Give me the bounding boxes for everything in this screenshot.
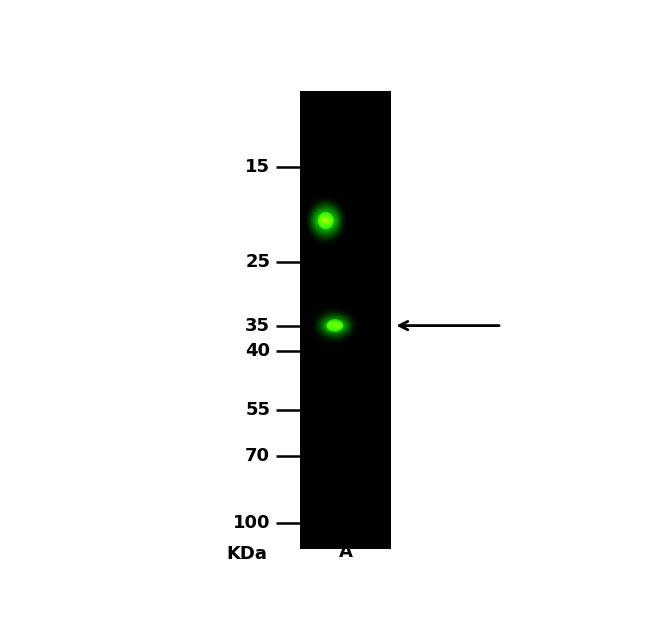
Text: KDa: KDa bbox=[227, 546, 268, 563]
Ellipse shape bbox=[311, 205, 341, 236]
Ellipse shape bbox=[326, 321, 344, 330]
Ellipse shape bbox=[326, 319, 344, 332]
Ellipse shape bbox=[324, 319, 346, 332]
Ellipse shape bbox=[318, 211, 333, 230]
Text: 55: 55 bbox=[245, 401, 270, 420]
Ellipse shape bbox=[328, 323, 341, 329]
Ellipse shape bbox=[322, 317, 348, 334]
Ellipse shape bbox=[319, 216, 332, 226]
Ellipse shape bbox=[317, 215, 334, 227]
Ellipse shape bbox=[328, 322, 342, 329]
Ellipse shape bbox=[308, 200, 344, 241]
Text: 70: 70 bbox=[245, 447, 270, 465]
Ellipse shape bbox=[309, 203, 342, 239]
Ellipse shape bbox=[318, 314, 351, 337]
Ellipse shape bbox=[320, 316, 349, 335]
Ellipse shape bbox=[319, 215, 333, 227]
Text: 100: 100 bbox=[233, 513, 270, 532]
Text: A: A bbox=[339, 543, 353, 561]
Ellipse shape bbox=[315, 310, 354, 341]
Ellipse shape bbox=[327, 320, 343, 331]
Ellipse shape bbox=[314, 210, 337, 232]
Ellipse shape bbox=[330, 324, 340, 327]
Text: 15: 15 bbox=[245, 158, 270, 175]
Ellipse shape bbox=[320, 216, 332, 225]
Ellipse shape bbox=[313, 309, 356, 342]
Text: 40: 40 bbox=[245, 342, 270, 360]
Ellipse shape bbox=[306, 198, 345, 243]
Ellipse shape bbox=[318, 213, 333, 229]
Text: 25: 25 bbox=[245, 253, 270, 272]
Bar bbox=[300, 91, 391, 549]
Ellipse shape bbox=[321, 218, 330, 223]
Ellipse shape bbox=[313, 208, 339, 234]
Ellipse shape bbox=[318, 213, 333, 228]
Ellipse shape bbox=[328, 321, 343, 330]
Text: 35: 35 bbox=[245, 316, 270, 335]
Ellipse shape bbox=[317, 312, 353, 339]
Ellipse shape bbox=[316, 212, 336, 229]
Ellipse shape bbox=[326, 320, 343, 332]
